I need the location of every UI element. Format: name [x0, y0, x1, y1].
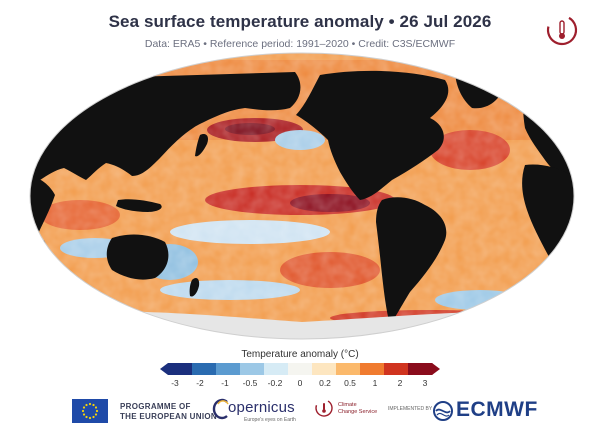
globe-outline — [29, 52, 575, 340]
indonesia-islands-land — [116, 199, 162, 212]
africa-horn-land — [30, 175, 55, 240]
copernicus-tagline: Europe's eyes on Earth — [244, 417, 296, 423]
c3s-thermometer-icon — [546, 14, 578, 46]
page-title: Sea surface temperature anomaly • 26 Jul… — [108, 12, 492, 31]
colorbar-segment — [168, 363, 193, 375]
colorbar-tick-label: 1 — [372, 378, 378, 388]
colorbar-tick-label: -0.2 — [267, 378, 283, 388]
colorbar-segment — [216, 363, 241, 375]
colorbar-tick-label: -0.5 — [242, 378, 258, 388]
colorbar-segment — [240, 363, 265, 375]
colorbar-tick-label: 0 — [297, 378, 303, 388]
new-zealand-land — [189, 278, 200, 297]
colorbar — [160, 363, 440, 375]
legend-title: Temperature anomaly (°C) — [241, 349, 359, 360]
colorbar-segment — [336, 363, 361, 375]
south-america-land — [376, 197, 447, 325]
page-subtitle: Data: ERA5 • Reference period: 1991–2020… — [144, 38, 456, 50]
north-america-land — [296, 70, 449, 200]
colorbar-segment — [384, 363, 409, 375]
colorbar-tick-label: 3 — [422, 378, 428, 388]
japan-land — [195, 134, 209, 157]
footer-logos: PROGRAMME OF THE EUROPEAN UNION opernicu… — [0, 396, 600, 432]
eu-line-2: THE EUROPEAN UNION — [120, 412, 217, 421]
ecmwf-wordmark: ECMWF — [456, 398, 538, 421]
c3s-line-1: Climate — [338, 402, 357, 408]
colorbar-segment — [288, 363, 313, 375]
colorbar-tick-label: 2 — [397, 378, 403, 388]
colorbar-segment — [360, 363, 385, 375]
colorbar-segment — [264, 363, 289, 375]
colorbar-segment — [408, 363, 433, 375]
colorbar-left-arrow — [160, 363, 168, 375]
implemented-by-text: IMPLEMENTED BY — [388, 406, 433, 412]
australia-land — [106, 234, 169, 280]
colorbar-segment — [312, 363, 337, 375]
eu-flag-icon — [72, 399, 108, 423]
colorbar-tick-label: 0.2 — [319, 378, 331, 388]
ecmwf-globe-icon — [433, 401, 453, 421]
colorbar-tick-label: -2 — [196, 378, 204, 388]
colorbar-tick-label: 0.5 — [344, 378, 356, 388]
eu-programme-text: PROGRAMME OF THE EUROPEAN UNION — [120, 402, 217, 422]
colorbar-tick-label: -1 — [221, 378, 229, 388]
colorbar-segment — [192, 363, 217, 375]
c3s-service-text: Climate Change Service — [338, 402, 377, 416]
colorbar-tick-label: -3 — [171, 378, 179, 388]
copernicus-c-icon — [212, 398, 229, 420]
colorbar-right-arrow — [432, 363, 440, 375]
c3s-logo-icon — [315, 399, 333, 417]
copernicus-wordmark: opernicus — [228, 399, 295, 416]
eu-line-1: PROGRAMME OF — [120, 402, 191, 411]
c3s-line-2: Change Service — [338, 409, 378, 415]
